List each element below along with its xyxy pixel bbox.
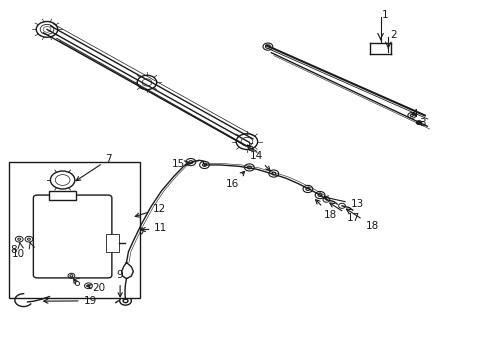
Text: 12: 12 (135, 204, 166, 217)
Text: 10: 10 (11, 248, 24, 258)
Text: 18: 18 (346, 209, 378, 230)
Text: 18: 18 (315, 200, 337, 220)
Text: 4: 4 (410, 109, 418, 119)
Circle shape (416, 121, 421, 125)
Text: 13: 13 (324, 196, 363, 210)
Text: 9: 9 (117, 270, 123, 297)
Text: 14: 14 (249, 150, 269, 171)
Text: 17: 17 (329, 203, 359, 223)
Text: 1: 1 (381, 10, 388, 20)
FancyBboxPatch shape (33, 195, 112, 278)
Text: 3: 3 (418, 118, 425, 128)
Text: 16: 16 (225, 171, 244, 189)
Text: 7: 7 (76, 154, 112, 181)
Text: 20: 20 (86, 283, 105, 293)
Bar (105, 234, 119, 252)
Bar (49, 191, 76, 200)
Text: 2: 2 (389, 30, 396, 40)
Text: 19: 19 (43, 296, 97, 306)
Text: 15: 15 (171, 159, 188, 169)
Text: 8: 8 (10, 245, 17, 255)
Bar (9, 162, 140, 298)
Text: 6: 6 (73, 278, 80, 288)
Text: 5: 5 (246, 143, 253, 153)
Text: 11: 11 (141, 224, 167, 233)
